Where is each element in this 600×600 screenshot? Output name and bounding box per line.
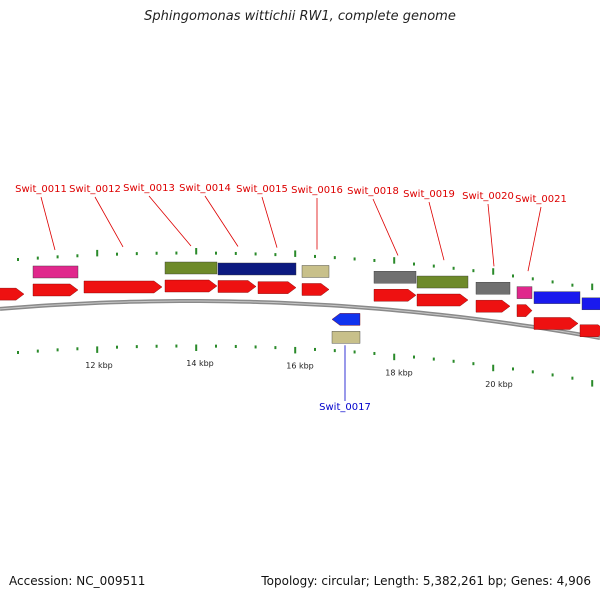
cds-arrow xyxy=(416,293,469,307)
cog-box xyxy=(516,286,533,299)
cds-arrow xyxy=(32,283,79,297)
cog-box xyxy=(331,331,361,344)
gene-label: Swit_0019 xyxy=(403,189,455,200)
cds-arrow xyxy=(217,280,257,293)
label-pointer xyxy=(148,195,192,247)
cds-arrow xyxy=(475,299,511,313)
cds-arrow xyxy=(164,279,218,293)
backbone-group xyxy=(0,299,600,340)
cds-arrow xyxy=(373,289,417,302)
cog-box xyxy=(373,271,417,284)
cds-arrow xyxy=(0,287,25,301)
gene-label: Swit_0014 xyxy=(179,183,231,194)
scale-label: 16 kbp xyxy=(286,362,314,371)
label-pointer xyxy=(372,198,399,256)
gene-label: Swit_0020 xyxy=(462,191,514,202)
gene-label: Swit_0011 xyxy=(15,184,67,195)
label-pointer xyxy=(204,195,239,247)
gene-label: Swit_0018 xyxy=(347,186,399,197)
gene-label: Swit_0012 xyxy=(69,184,121,195)
backbone-highlight xyxy=(0,300,600,339)
cds-arrow xyxy=(83,280,163,294)
genome-backbone xyxy=(0,299,600,340)
cds-arrow xyxy=(257,281,297,294)
accession-text: Accession: NC_009511 xyxy=(9,574,146,588)
cog-box xyxy=(581,297,600,311)
cog-box xyxy=(301,265,330,278)
gene-labels: Swit_0011 Swit_0012 Swit_0013 Swit_0014 Swit… xyxy=(15,183,567,413)
cds-arrow xyxy=(516,304,533,317)
scale-label: 12 kbp xyxy=(85,361,113,370)
gene-label: Swit_0016 xyxy=(291,185,343,196)
label-pointer xyxy=(40,196,56,251)
label-pointer xyxy=(428,201,445,261)
genome-summary-text: Topology: circular; Length: 5,382,261 bp… xyxy=(261,574,591,588)
gene-label: Swit_0017 xyxy=(319,402,371,413)
scale-label: 14 kbp xyxy=(186,359,214,368)
cog-box xyxy=(416,275,469,289)
cds-arrow xyxy=(533,317,579,330)
map-title: Sphingomonas wittichii RW1, complete gen… xyxy=(144,9,456,24)
scale-ticks: 12 kbp 14 kbp 16 kbp 18 kbp 20 kbp xyxy=(17,248,594,389)
cds-arrow xyxy=(331,313,361,326)
gene-label: Swit_0013 xyxy=(123,183,175,194)
cds-arrow xyxy=(579,324,600,337)
cog-box xyxy=(217,262,297,276)
scale-label: 18 kbp xyxy=(385,369,413,378)
label-pointer xyxy=(487,203,495,267)
label-pointer xyxy=(94,196,124,248)
cog-box xyxy=(164,261,218,275)
cog-box xyxy=(475,281,511,295)
label-pointer xyxy=(261,196,278,248)
scale-label: 20 kbp xyxy=(485,380,513,389)
gene-label: Swit_0015 xyxy=(236,184,288,195)
cds-arrow xyxy=(301,283,330,296)
label-pointer xyxy=(527,206,542,272)
gene-label: Swit_0021 xyxy=(515,194,567,205)
cog-box xyxy=(533,291,581,304)
cog-box xyxy=(32,265,79,279)
gene-features xyxy=(0,261,600,344)
